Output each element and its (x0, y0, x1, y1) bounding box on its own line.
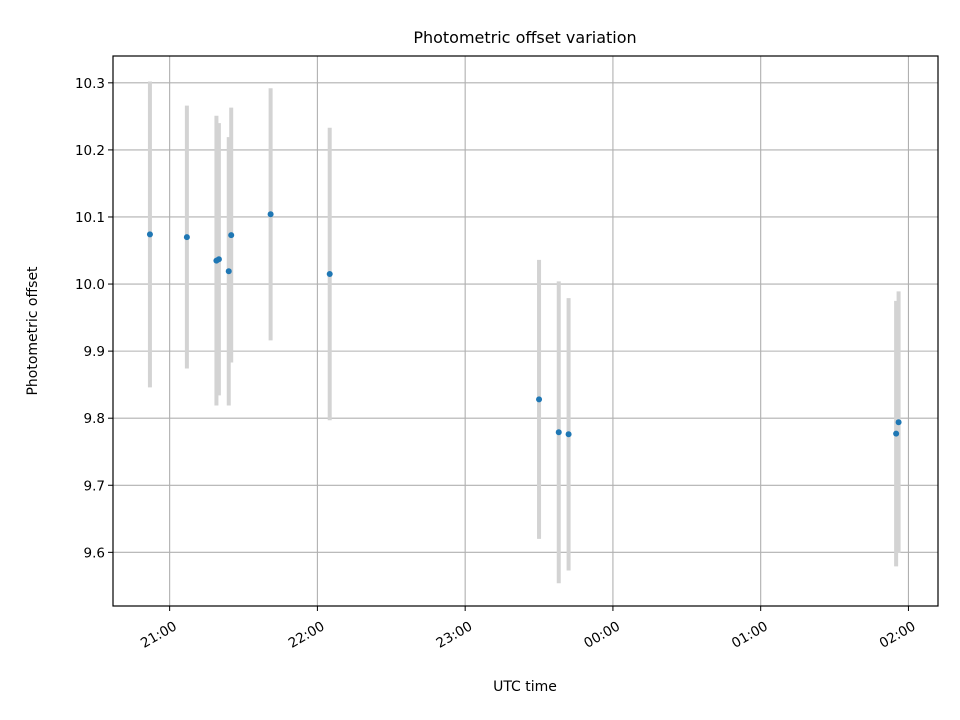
x-tick-label: 02:00 (877, 618, 919, 651)
data-point (215, 256, 222, 263)
x-tick-label: 01:00 (729, 618, 771, 651)
y-tick-label: 9.6 (84, 545, 105, 561)
data-point (536, 396, 543, 403)
y-tick-label: 9.9 (84, 344, 105, 360)
y-tick-label: 10.1 (75, 210, 105, 226)
y-tick-label: 10.0 (75, 277, 105, 293)
data-point (146, 231, 153, 238)
axes-frame (112, 55, 939, 607)
y-tick-label: 10.3 (75, 76, 105, 92)
x-tick-label: 22:00 (286, 618, 328, 651)
data-point (893, 430, 900, 437)
error-bars (147, 81, 901, 584)
data-points (146, 211, 902, 438)
x-tick-label: 00:00 (581, 618, 623, 651)
data-point (895, 419, 902, 426)
y-tick-label: 10.2 (75, 143, 105, 159)
data-point (326, 270, 333, 277)
data-point (555, 429, 562, 436)
x-tick-label: 23:00 (434, 618, 476, 651)
y-tick-label: 9.7 (84, 478, 105, 494)
data-point (225, 268, 232, 275)
y-axis-label: Photometric offset (25, 266, 41, 396)
ticks: 21:00 22:00 23:00 00:00 01:00 02:00 9.6 9.7 9.8 9… (75, 76, 919, 652)
grid (113, 56, 938, 606)
x-axis-label: UTC time (493, 679, 557, 695)
data-point (228, 232, 235, 239)
data-point (565, 431, 572, 438)
chart-title: Photometric offset variation (413, 28, 636, 47)
data-point (183, 234, 190, 241)
y-tick-label: 9.8 (84, 411, 105, 427)
data-point (267, 211, 274, 218)
x-tick-label: 21:00 (138, 618, 180, 651)
